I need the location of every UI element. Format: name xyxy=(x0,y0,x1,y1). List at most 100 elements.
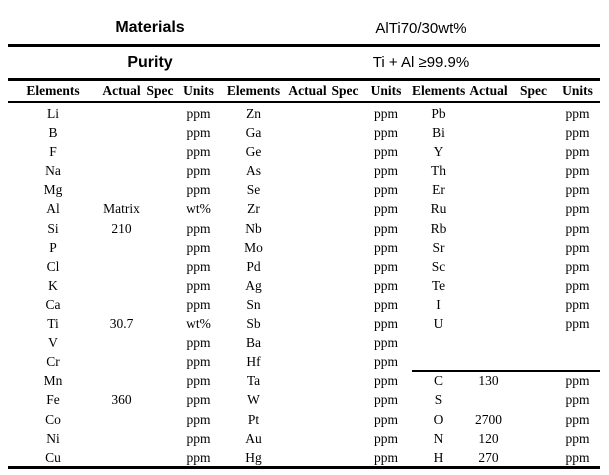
body-cell-units-r10-g1: ppm xyxy=(186,277,211,293)
body-cell-actual-r12-g3 xyxy=(465,313,512,332)
body-cell-units-r11-g1: ppm xyxy=(186,296,211,312)
body-cell-element-r15-g3: C xyxy=(412,370,465,389)
body-cell-spec-r6-g1 xyxy=(145,198,175,217)
body-cell-units-r18-g3: ppm xyxy=(565,430,590,446)
body-cell-element-r19-g3: H xyxy=(433,449,444,465)
materials-value: AlTi70/30wt% xyxy=(375,19,467,37)
body-cell-spec-r19-g1 xyxy=(145,447,175,466)
body-cell-actual-r9-g3 xyxy=(465,256,512,275)
body-cell-spec-r11-g2 xyxy=(330,294,360,313)
body-cell-units-r2-g2: ppm xyxy=(373,125,398,141)
body-cell-actual-r14-g2 xyxy=(285,351,330,370)
body-cell-actual-r2-g3 xyxy=(465,122,512,141)
body-cell-element-r9-g2: Pd xyxy=(246,258,261,274)
body-cell-actual-r5-g3 xyxy=(465,179,512,198)
body-cell-units-r3-g3: ppm xyxy=(565,144,590,160)
body-cell-spec-r10-g1 xyxy=(145,275,175,294)
body-cell-units-r7-g3: ppm xyxy=(565,220,590,236)
body-cell-spec-r6-g2 xyxy=(330,198,360,217)
body-cell-units-r13-g1: ppm xyxy=(186,335,211,351)
body-cell-element-r2-g3: Bi xyxy=(432,125,445,141)
body-cell-actual-r8-g3 xyxy=(465,237,512,256)
body-cell-spec-r8-g3 xyxy=(512,237,555,256)
body-cell-spec-r19-g3 xyxy=(512,447,555,466)
body-cell-spec-r2-g3 xyxy=(512,122,555,141)
body-cell-actual-r1-g3 xyxy=(465,103,512,122)
body-cell-spec-r4-g1 xyxy=(145,160,175,179)
body-cell-spec-r7-g2 xyxy=(330,218,360,237)
body-cell-units-r2-g3: ppm xyxy=(565,125,590,141)
body-cell-units-r12-g1: wt% xyxy=(186,316,211,332)
body-cell-element-r18-g2: Au xyxy=(245,430,262,446)
body-cell-units-r3-g1: ppm xyxy=(186,144,211,160)
body-cell-units-r9-g3: ppm xyxy=(565,258,590,274)
body-cell-spec-r14-g2 xyxy=(330,351,360,370)
body-cell-actual-r5-g2 xyxy=(285,179,330,198)
body-cell-actual-r7-g2 xyxy=(285,218,330,237)
body-cell-units-r7-g1: ppm xyxy=(186,220,211,236)
body-cell-units-r15-g3: ppm xyxy=(555,370,600,389)
body-cell-spec-r17-g3 xyxy=(512,409,555,428)
body-cell-spec-r4-g3 xyxy=(512,160,555,179)
body-cell-element-r4-g1: Na xyxy=(45,163,61,179)
col-header-elements-3: Elements xyxy=(412,83,466,98)
body-cell-actual-r18-g2 xyxy=(285,428,330,447)
body-cell-units-r1-g2: ppm xyxy=(373,106,398,121)
body-cell-element-r1-g3: Pb xyxy=(431,106,446,121)
body-cell-actual-r4-g2 xyxy=(285,160,330,179)
body-cell-actual-r15-g2 xyxy=(285,370,330,389)
body-cell-spec-r11-g3 xyxy=(512,294,555,313)
col-header-spec-1: Spec xyxy=(146,83,174,98)
col-header-units-2: Units xyxy=(370,83,402,98)
body-cell-spec-r2-g2 xyxy=(330,122,360,141)
body-cell-element-r7-g1: Si xyxy=(47,220,59,236)
body-cell-element-r11-g2: Sn xyxy=(246,296,261,312)
body-cell-spec-r10-g2 xyxy=(330,275,360,294)
horizontal-rule-top xyxy=(8,44,600,47)
body-cell-element-r16-g3: S xyxy=(434,392,443,408)
body-cell-spec-r9-g3 xyxy=(512,256,555,275)
body-cell-element-r5-g2: Se xyxy=(246,182,261,198)
body-cell-element-r17-g1: Co xyxy=(45,411,61,427)
body-cell-element-r11-g3: I xyxy=(436,296,441,312)
body-cell-element-r11-g1: Ca xyxy=(45,296,61,312)
body-cell-units-r19-g1: ppm xyxy=(186,449,211,465)
body-cell-spec-r8-g1 xyxy=(145,237,175,256)
body-cell-spec-r12-g1 xyxy=(145,313,175,332)
body-cell-units-r19-g3: ppm xyxy=(565,449,590,465)
body-cell-actual-r4-g3 xyxy=(465,160,512,179)
body-cell-actual-r3-g2 xyxy=(285,141,330,160)
body-cell-actual-r19-g3: 270 xyxy=(478,449,499,465)
body-cell-actual-r19-g1 xyxy=(98,447,145,466)
body-cell-element-r8-g1: P xyxy=(49,239,57,255)
body-cell-spec-r12-g3 xyxy=(512,313,555,332)
purity-value: Ti + Al ≥99.9% xyxy=(372,54,470,71)
body-cell-element-r10-g2: Ag xyxy=(245,277,262,293)
body-cell-actual-r15-g1 xyxy=(98,370,145,389)
col-header-spec-3: Spec xyxy=(520,83,547,98)
col-header-spec-2: Spec xyxy=(331,83,359,98)
body-cell-actual-r2-g1 xyxy=(98,122,145,141)
body-cell-units-r12-g2: ppm xyxy=(373,316,398,332)
body-cell-units-r7-g2: ppm xyxy=(373,220,398,236)
body-cell-actual-r10-g1 xyxy=(98,275,145,294)
body-cell-element-r1-g1: Li xyxy=(47,106,59,121)
col-header-actual-2: Actual xyxy=(288,83,327,98)
body-cell-actual-r11-g1 xyxy=(98,294,145,313)
purity-label: Purity xyxy=(127,53,173,71)
col-header-actual-3: Actual xyxy=(469,83,508,98)
body-cell-element-r14-g3 xyxy=(412,351,465,370)
body-cell-units-r8-g1: ppm xyxy=(186,239,211,255)
body-cell-units-r17-g1: ppm xyxy=(186,411,211,427)
body-cell-spec-r16-g2 xyxy=(330,389,360,408)
body-cell-element-r12-g3: U xyxy=(433,316,444,332)
body-cell-actual-r4-g1 xyxy=(98,160,145,179)
body-cell-element-r10-g3: Te xyxy=(431,277,446,293)
body-cell-spec-r5-g1 xyxy=(145,179,175,198)
horizontal-rule-header xyxy=(8,101,600,103)
body-cell-units-r15-g1: ppm xyxy=(186,373,211,389)
body-cell-element-r13-g2: Ba xyxy=(246,335,261,351)
body-cell-actual-r16-g3 xyxy=(465,389,512,408)
body-cell-spec-r3-g2 xyxy=(330,141,360,160)
body-cell-element-r3-g2: Ge xyxy=(245,144,262,160)
